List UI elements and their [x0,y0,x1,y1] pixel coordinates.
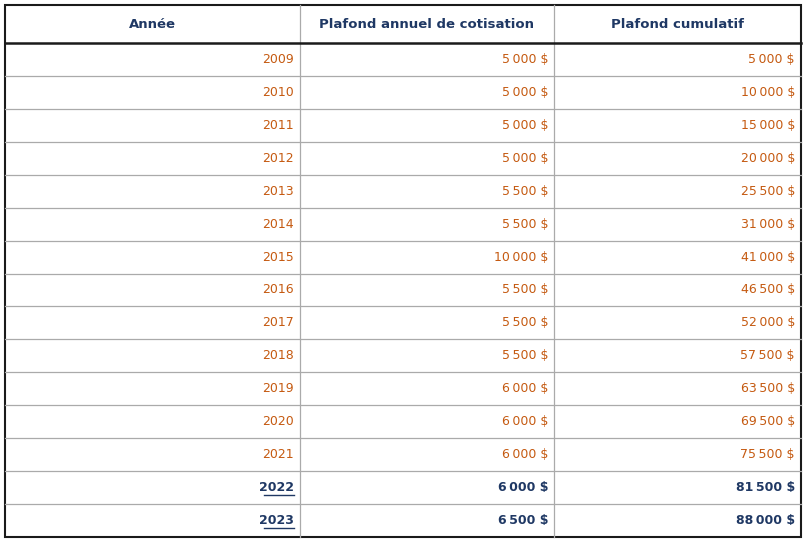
Text: 10 000 $: 10 000 $ [741,86,795,99]
Text: 15 000 $: 15 000 $ [741,119,795,132]
Text: 2021: 2021 [262,448,293,461]
Text: 2013: 2013 [262,185,293,198]
Text: 5 500 $: 5 500 $ [502,218,548,231]
Text: 6 000 $: 6 000 $ [502,415,548,428]
Text: 5 000 $: 5 000 $ [502,86,548,99]
Text: 5 500 $: 5 500 $ [502,283,548,296]
Text: Année: Année [129,17,176,30]
Text: 5 000 $: 5 000 $ [502,152,548,165]
Text: 2023: 2023 [0,541,1,542]
Text: 81 500 $: 81 500 $ [736,481,795,494]
Text: 2018: 2018 [262,350,293,363]
Text: 5 500 $: 5 500 $ [502,350,548,363]
Text: 52 000 $: 52 000 $ [741,317,795,330]
Text: 20 000 $: 20 000 $ [741,152,795,165]
Text: 6 000 $: 6 000 $ [502,382,548,395]
Text: 2023: 2023 [259,514,293,527]
Text: 2022: 2022 [0,541,1,542]
Text: 2016: 2016 [262,283,293,296]
Text: 2022: 2022 [259,481,293,494]
Text: 57 500 $: 57 500 $ [741,350,795,363]
Text: 46 500 $: 46 500 $ [741,283,795,296]
Text: 2012: 2012 [262,152,293,165]
Text: 25 500 $: 25 500 $ [741,185,795,198]
Text: 2011: 2011 [262,119,293,132]
Text: Plafond annuel de cotisation: Plafond annuel de cotisation [319,17,534,30]
Text: 6 000 $: 6 000 $ [502,448,548,461]
Text: 75 500 $: 75 500 $ [741,448,795,461]
Text: 10 000 $: 10 000 $ [494,250,548,263]
Text: 41 000 $: 41 000 $ [741,250,795,263]
Text: 69 500 $: 69 500 $ [741,415,795,428]
Text: 2009: 2009 [262,53,293,66]
Text: 5 000 $: 5 000 $ [502,53,548,66]
Text: 2019: 2019 [262,382,293,395]
Text: 6 000 $: 6 000 $ [498,481,548,494]
Text: 63 500 $: 63 500 $ [741,382,795,395]
Text: 5 000 $: 5 000 $ [502,119,548,132]
Text: 2014: 2014 [262,218,293,231]
Text: 5 000 $: 5 000 $ [749,53,795,66]
Text: 2015: 2015 [262,250,293,263]
Text: 2017: 2017 [262,317,293,330]
Text: 2020: 2020 [262,415,293,428]
Text: 5 500 $: 5 500 $ [502,317,548,330]
Text: 31 000 $: 31 000 $ [741,218,795,231]
Text: Plafond cumulatif: Plafond cumulatif [611,17,744,30]
Text: 88 000 $: 88 000 $ [736,514,795,527]
Text: 2010: 2010 [262,86,293,99]
Text: 5 500 $: 5 500 $ [502,185,548,198]
Text: 6 500 $: 6 500 $ [498,514,548,527]
